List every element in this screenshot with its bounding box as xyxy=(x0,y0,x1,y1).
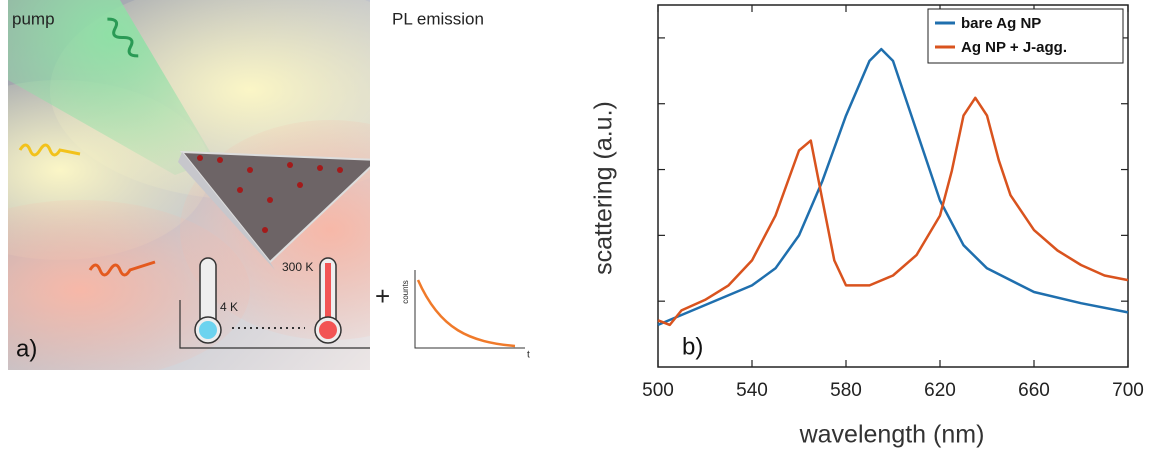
plot-frame xyxy=(657,4,1129,368)
panel-label: b) xyxy=(682,333,703,360)
x-tick-label: 660 xyxy=(1018,380,1050,401)
x-axis-label: wavelength (nm) xyxy=(799,421,985,449)
y-axis-label: scattering (a.u.) xyxy=(590,101,618,275)
pump-label: pump xyxy=(12,9,55,28)
legend-box xyxy=(927,8,1124,64)
temp-high-label: 300 K xyxy=(282,260,313,274)
plus-sign: + xyxy=(375,281,390,311)
temp-low-label: 4 K xyxy=(220,300,238,314)
x-tick-label: 580 xyxy=(830,380,862,401)
decay-axes xyxy=(414,270,525,349)
illustration xyxy=(8,0,370,370)
x-tick-label: 540 xyxy=(736,380,768,401)
pl-emission-label: PL emission xyxy=(392,9,484,28)
x-tick-label: 620 xyxy=(924,380,956,401)
decay-x-label: t xyxy=(527,350,530,361)
legend-label: Ag NP + J-agg. xyxy=(961,39,1067,56)
panel-label: a) xyxy=(16,335,37,362)
decay-y-label: counts xyxy=(401,280,410,304)
legend-label: bare Ag NP xyxy=(961,15,1041,32)
x-tick-label: 500 xyxy=(642,380,674,401)
data-line xyxy=(657,96,1129,327)
x-tick-label: 700 xyxy=(1112,380,1144,401)
data-line xyxy=(657,47,1129,327)
